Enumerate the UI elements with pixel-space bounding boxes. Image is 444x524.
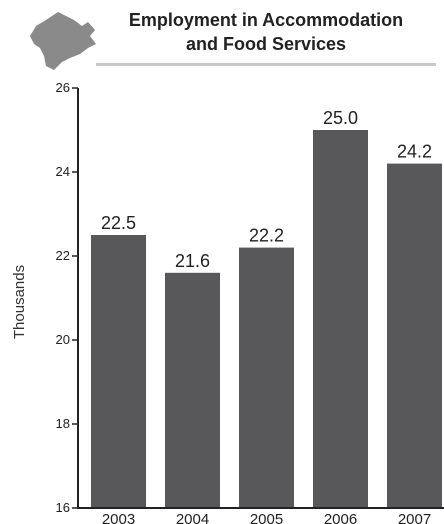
y-tick-label: 26 [56, 80, 70, 95]
y-tick-label: 18 [56, 416, 70, 431]
data-label-2004: 21.6 [175, 251, 210, 271]
bar-2004 [165, 272, 220, 508]
x-tick-label-2007: 2007 [398, 511, 431, 524]
y-axis-label: Thousands [11, 265, 28, 339]
x-tick-label-2004: 2004 [176, 511, 209, 524]
y-tick-label: 24 [56, 164, 70, 179]
chart-title-line-1: Employment in Accommodation [129, 10, 403, 30]
data-label-2007: 24.2 [397, 142, 432, 162]
x-axis-ticks: 2003 2004 2005 2006 2007 [102, 511, 431, 524]
bar-2003 [91, 235, 146, 508]
province-map-icon [30, 12, 96, 70]
y-tick-label: 22 [56, 248, 70, 263]
bar-2006 [313, 130, 368, 508]
data-label-2006: 25.0 [323, 108, 358, 128]
y-tick-label: 20 [56, 332, 70, 347]
x-tick-label-2005: 2005 [250, 511, 283, 524]
title-rule [96, 63, 436, 66]
x-tick-label-2006: 2006 [324, 511, 357, 524]
bars [91, 130, 442, 508]
data-labels: 22.5 21.6 22.2 25.0 24.2 [101, 108, 432, 271]
bar-2005 [239, 247, 294, 508]
y-tick-label: 16 [56, 500, 70, 515]
bar-2007 [387, 163, 442, 508]
data-label-2003: 22.5 [101, 213, 136, 233]
x-tick-label-2003: 2003 [102, 511, 135, 524]
data-label-2005: 22.2 [249, 226, 284, 246]
chart-title-line-2: and Food Services [186, 34, 346, 54]
y-axis-ticks: 16 18 20 22 24 26 [56, 80, 78, 515]
